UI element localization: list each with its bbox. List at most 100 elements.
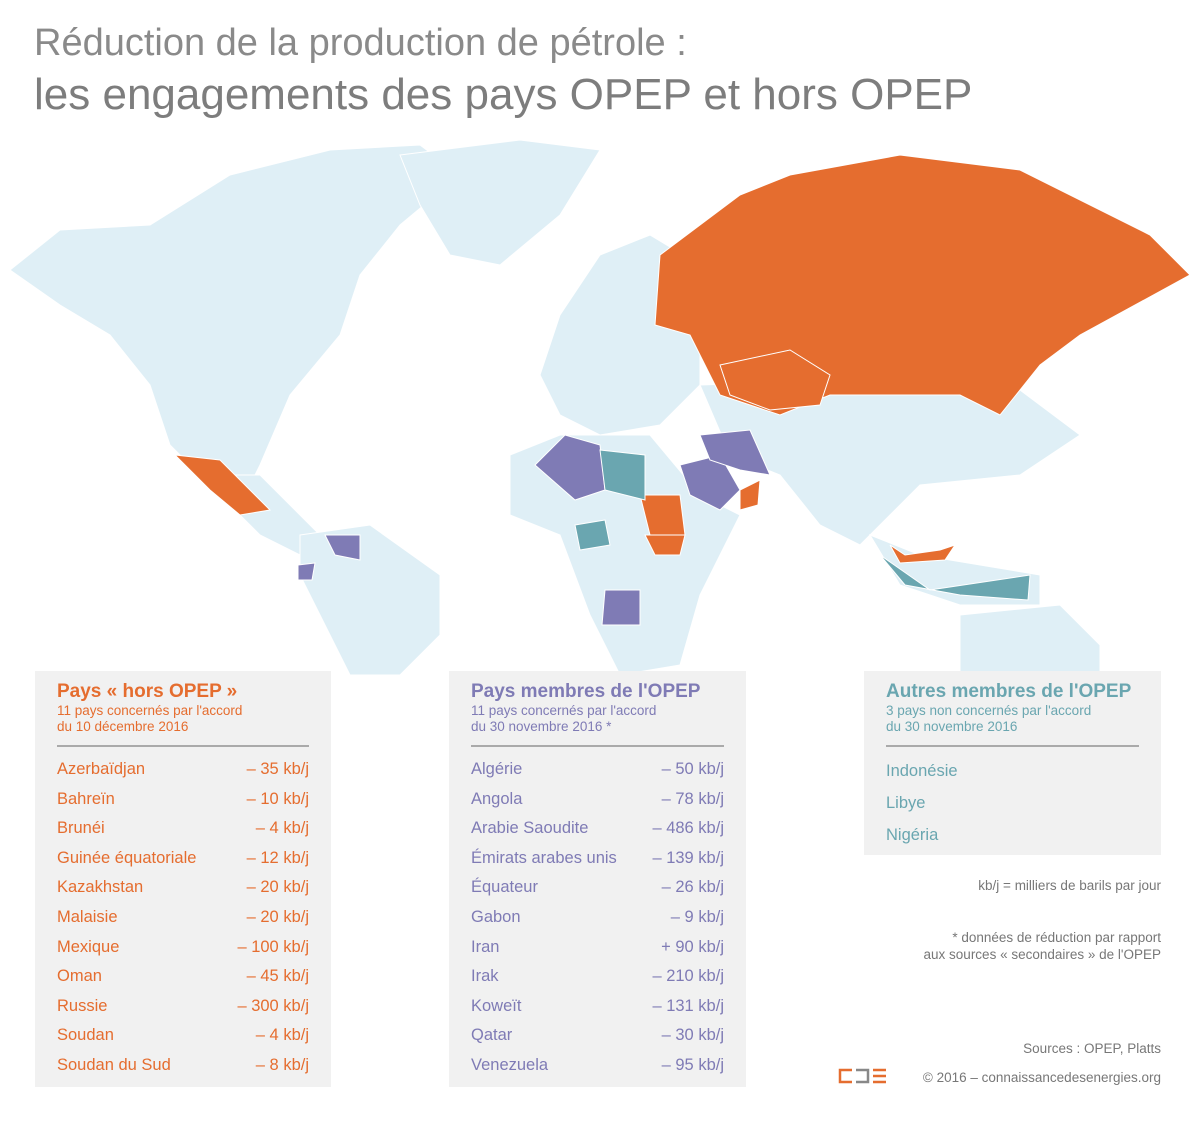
unit-note: kb/j = milliers de barils par jour bbox=[978, 878, 1161, 893]
iran-iraq bbox=[699, 429, 771, 476]
list-item: Russie – 300 kb/j bbox=[57, 992, 309, 1022]
list-item: Kazakhstan – 20 kb/j bbox=[57, 873, 309, 903]
south-america bbox=[299, 524, 441, 675]
footnote-line-1: * données de réduction par rapport bbox=[952, 930, 1161, 945]
country-name: Bahreïn bbox=[57, 789, 115, 808]
reduction-value: – 20 kb/j bbox=[246, 907, 309, 926]
country-name: Russie bbox=[57, 996, 108, 1015]
list-item: Oman – 45 kb/j bbox=[57, 962, 309, 992]
africa bbox=[509, 434, 741, 675]
list-item: Arabie Saoudite – 486 kb/j bbox=[471, 814, 724, 844]
country-name: Iran bbox=[471, 937, 500, 956]
reduction-value: – 4 kb/j bbox=[255, 819, 309, 838]
reduction-value: – 9 kb/j bbox=[670, 907, 724, 926]
country-name: Azerbaïdjan bbox=[57, 760, 146, 778]
list-item: Koweït – 131 kb/j bbox=[471, 992, 724, 1022]
reduction-value: – 78 kb/j bbox=[661, 789, 724, 808]
kazakhstan bbox=[719, 349, 831, 411]
indonesia bbox=[879, 554, 1031, 601]
reduction-value: – 139 kb/j bbox=[652, 848, 724, 867]
libya bbox=[599, 449, 646, 501]
cde-logo bbox=[838, 1068, 886, 1084]
panel-other-opec: Autres membres de l'OPEP 3 pays non conc… bbox=[864, 671, 1161, 855]
panel-title: Pays membres de l'OPEP bbox=[471, 681, 701, 702]
country-name: Koweït bbox=[471, 996, 522, 1015]
panel-title: Autres membres de l'OPEP bbox=[886, 681, 1132, 702]
country-name: Oman bbox=[57, 967, 102, 986]
nigeria bbox=[574, 519, 611, 551]
reduction-value: – 20 kb/j bbox=[246, 878, 309, 897]
reduction-value: – 131 kb/j bbox=[652, 996, 724, 1015]
country-name: Émirats arabes unis bbox=[471, 848, 617, 867]
reduction-value: – 8 kb/j bbox=[255, 1055, 309, 1074]
country-name: Nigéria bbox=[886, 826, 939, 844]
panel-date: du 30 novembre 2016 * bbox=[471, 719, 612, 734]
country-name: Angola bbox=[471, 789, 523, 808]
country-name: Équateur bbox=[471, 878, 538, 897]
copyright: © 2016 – connaissancedesenergies.org bbox=[922, 1070, 1161, 1085]
list-item: Brunéi – 4 kb/j bbox=[57, 814, 309, 844]
country-name: Mexique bbox=[57, 937, 120, 956]
list-item: Indonésie bbox=[886, 755, 1139, 787]
list-item: Soudan du Sud – 8 kb/j bbox=[57, 1051, 309, 1081]
country-name: Indonésie bbox=[886, 762, 958, 780]
country-name: Algérie bbox=[471, 760, 523, 778]
footnote: * données de réduction par rapport aux s… bbox=[924, 929, 1161, 963]
country-name: Soudan du Sud bbox=[57, 1055, 171, 1074]
list-item: Algérie – 50 kb/j bbox=[471, 755, 724, 785]
list-item: Angola – 78 kb/j bbox=[471, 785, 724, 815]
country-name: Arabie Saoudite bbox=[471, 819, 589, 838]
mexico bbox=[173, 454, 272, 516]
reduction-value: – 486 kb/j bbox=[652, 819, 724, 838]
list-item: Iran + 90 kb/j bbox=[471, 933, 724, 963]
footnote-line-2: aux sources « secondaires » de l'OPEP bbox=[923, 947, 1161, 962]
list-item: Irak – 210 kb/j bbox=[471, 962, 724, 992]
country-name: Gabon bbox=[471, 907, 521, 926]
country-name: Soudan bbox=[57, 1026, 114, 1045]
ecuador bbox=[297, 562, 316, 581]
reduction-value: – 300 kb/j bbox=[237, 996, 309, 1015]
reduction-value: – 10 kb/j bbox=[246, 789, 309, 808]
country-name: Qatar bbox=[471, 1026, 513, 1045]
country-name: Brunéi bbox=[57, 819, 105, 838]
oman bbox=[739, 479, 761, 511]
venezuela bbox=[324, 534, 361, 561]
reduction-value: – 12 kb/j bbox=[246, 848, 309, 867]
north-america bbox=[9, 144, 461, 506]
reduction-value: – 30 kb/j bbox=[661, 1026, 724, 1045]
greenland bbox=[399, 139, 601, 266]
panel-opec: Pays membres de l'OPEP 11 pays concernés… bbox=[449, 671, 746, 1087]
title-line-1: Réduction de la production de pétrole : bbox=[34, 22, 687, 64]
country-name: Irak bbox=[471, 967, 499, 986]
divider bbox=[471, 745, 724, 747]
list-item: Nigéria bbox=[886, 819, 1139, 851]
list-item: Qatar – 30 kb/j bbox=[471, 1021, 724, 1051]
list-item: Bahreïn – 10 kb/j bbox=[57, 785, 309, 815]
reduction-value: – 100 kb/j bbox=[237, 937, 309, 956]
panel-subtitle: 3 pays non concernés par l'accord bbox=[886, 703, 1092, 718]
australia bbox=[959, 604, 1101, 675]
list-item: Émirats arabes unis – 139 kb/j bbox=[471, 844, 724, 874]
country-name: Kazakhstan bbox=[57, 878, 144, 897]
list-item: Venezuela – 95 kb/j bbox=[471, 1051, 724, 1081]
list-item: Guinée équatoriale – 12 kb/j bbox=[57, 844, 309, 874]
list-item: Soudan – 4 kb/j bbox=[57, 1021, 309, 1051]
panel-title: Pays « hors OPEP » bbox=[57, 681, 238, 702]
south-sudan bbox=[644, 534, 686, 556]
country-name: Libye bbox=[886, 794, 926, 812]
reduction-value: – 4 kb/j bbox=[255, 1026, 309, 1045]
panel-date: du 10 décembre 2016 bbox=[57, 719, 189, 734]
reduction-value: + 90 kb/j bbox=[661, 937, 724, 956]
reduction-value: – 95 kb/j bbox=[661, 1055, 724, 1074]
list-item: Malaisie – 20 kb/j bbox=[57, 903, 309, 933]
panel-subtitle: 11 pays concernés par l'accord bbox=[57, 703, 243, 718]
divider bbox=[886, 745, 1139, 747]
country-name: Venezuela bbox=[471, 1055, 549, 1074]
reduction-value: – 45 kb/j bbox=[246, 967, 309, 986]
list-item: Équateur – 26 kb/j bbox=[471, 873, 724, 903]
panel-subtitle: 11 pays concernés par l'accord bbox=[471, 703, 657, 718]
divider bbox=[57, 745, 309, 747]
country-name: Guinée équatoriale bbox=[57, 848, 197, 867]
list-item: Libye bbox=[886, 787, 1139, 819]
